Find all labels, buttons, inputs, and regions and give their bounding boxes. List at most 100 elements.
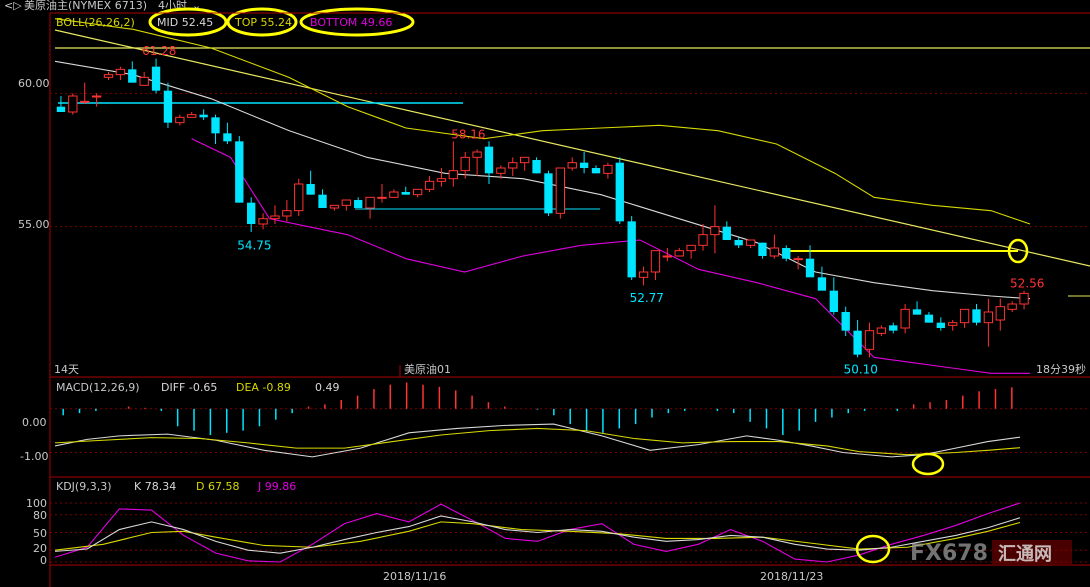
countdown-label: 18分39秒 — [1036, 362, 1086, 376]
price-label: 54.75 — [237, 238, 271, 252]
y-tick-kdj-50: 50 — [33, 527, 47, 540]
candle-body — [341, 199, 351, 206]
candle-body — [615, 162, 624, 222]
boll-bottom-label: BOTTOM 49.66 — [310, 16, 392, 29]
contract-label: 美原油01 — [404, 362, 451, 376]
boll-label: BOLL(26,26,2) — [56, 16, 135, 29]
y-tick-kdj-20: 20 — [33, 542, 47, 555]
chevron-down-icon[interactable]: ⌄ — [192, 0, 201, 12]
candle-body — [769, 247, 780, 257]
candle-body — [638, 271, 649, 278]
downtrend-line — [54, 29, 1090, 267]
candle-body — [662, 255, 673, 258]
macd-hist-value: 0.49 — [315, 381, 340, 394]
candle-body — [68, 95, 78, 113]
instrument-title: 美原油主(NYMEX 6713) — [24, 0, 147, 12]
watermark-brand: FX678 — [910, 541, 988, 566]
candle-body — [128, 69, 137, 83]
candle-body — [591, 168, 601, 174]
candle-body — [650, 250, 661, 273]
y-tick-kdj-80: 80 — [33, 509, 47, 522]
candle-body — [829, 290, 838, 312]
highlight-circle — [1007, 238, 1029, 264]
kdj-label: KDJ(9,3,3) — [56, 480, 112, 493]
boll-mid-line — [54, 60, 1031, 300]
candle-body — [555, 167, 565, 214]
candle-body — [983, 311, 994, 324]
highlight-circle — [855, 534, 891, 564]
candle-body — [817, 277, 827, 291]
candle-body — [294, 183, 304, 212]
candle-body — [745, 239, 756, 246]
boll-lower-line — [191, 138, 1030, 374]
y-tick-55: 55.00 — [18, 218, 50, 231]
candle-body — [722, 226, 731, 240]
macd-dea-line — [54, 427, 1021, 456]
candle-body — [247, 202, 256, 224]
candle-body — [365, 196, 375, 209]
candle-body — [1007, 303, 1017, 310]
candle-body — [175, 116, 185, 124]
candle-body — [80, 100, 90, 103]
candle-body — [448, 170, 458, 180]
highlight-circle — [226, 7, 298, 37]
candle-body — [520, 156, 530, 164]
candle-body — [306, 184, 315, 195]
candle-body — [139, 76, 149, 86]
candle-body — [318, 194, 327, 208]
kdj-j-label: J 99.86 — [257, 480, 296, 493]
candle-body — [853, 330, 862, 355]
y-tick-macd-neg1: -1.00 — [20, 450, 48, 463]
macd-diff-label: DIFF -0.65 — [161, 381, 217, 394]
macd-legend: MACD(12,26,9) DIFF -0.65 DEA -0.89 0.49 — [56, 381, 340, 394]
kdj-k-line — [54, 515, 1021, 554]
candle-body — [686, 244, 696, 252]
back-icon[interactable]: <▷ — [4, 0, 22, 12]
fx678-logo: FX678 汇通网 — [910, 540, 1072, 566]
candle-body — [460, 156, 470, 172]
candle-body — [627, 221, 636, 278]
y-tick-kdj-100: 100 — [26, 497, 47, 510]
candle-body — [412, 188, 423, 196]
candle-body — [436, 178, 447, 182]
candle-body — [936, 322, 945, 328]
candle-body — [223, 133, 232, 142]
candle-body — [698, 234, 708, 246]
candle-body — [424, 180, 435, 190]
candle-body — [793, 258, 803, 261]
candle-body — [91, 95, 102, 98]
boll-upper-line — [54, 18, 1031, 225]
candle-body — [187, 114, 197, 118]
watermark-suffix: 汇通网 — [998, 544, 1052, 565]
x-tick-date: 2018/11/16 — [383, 570, 446, 583]
price-annotations: 61.28 58.16 54.75 52.77 50.10 52.56 — [142, 44, 1044, 376]
candle-body — [567, 162, 577, 169]
highlight-circle — [299, 7, 415, 37]
highlight-circle — [911, 452, 945, 476]
candle-body — [841, 312, 850, 331]
boll-mid-label: MID 52.45 — [157, 16, 213, 29]
candle-body — [532, 160, 541, 174]
kdj-legend: KDJ(9,3,3) K 78.34 D 67.58 J 99.86 — [56, 480, 296, 493]
y-tick-kdj-0: 0 — [40, 554, 47, 567]
candle-body — [484, 146, 494, 174]
boll-legend: BOLL(26,26,2) MID 52.45 TOP 55.24 BOTTOM… — [56, 7, 415, 37]
header: <▷ 美原油主(NYMEX 6713) 4小时 ⌄ — [4, 0, 201, 12]
candle-body — [377, 196, 387, 199]
candle-body — [270, 215, 280, 220]
candle-body — [544, 173, 553, 214]
candles — [56, 58, 1029, 358]
candle-body — [235, 141, 244, 203]
candle-body — [959, 308, 970, 324]
candle-body — [995, 306, 1005, 321]
candle-body — [389, 191, 399, 198]
y-tick-macd-0: 0.00 — [22, 416, 47, 429]
candle-body — [579, 162, 589, 168]
macd-dea-label: DEA -0.89 — [236, 381, 291, 394]
boll-top-label: TOP 55.24 — [234, 16, 292, 29]
candle-body — [508, 162, 518, 169]
candle-body — [912, 309, 922, 315]
